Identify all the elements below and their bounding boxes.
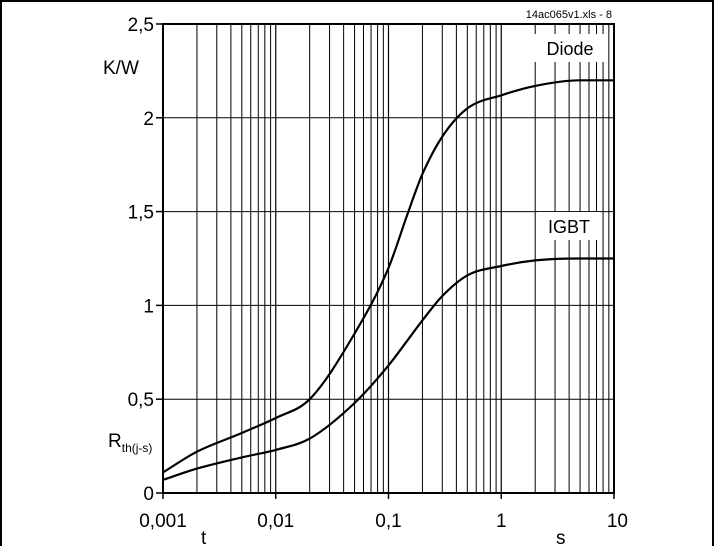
x-tick-label: 1 [496,511,507,532]
grid [162,23,615,494]
series-label-diode: Diode [546,39,593,59]
y-tick-label: 0,5 [128,390,154,411]
series-line-igbt [162,257,614,481]
series-label-background [534,34,606,62]
x-axis-unit: s [556,528,566,546]
x-tick-label: 0,1 [375,511,401,532]
x-tick-label: 10 [607,511,628,532]
y-axis-symbol-subscript: th(j-s) [122,441,153,455]
file-tag: 14ac065v1.xls - 8 [526,9,612,21]
series-lines [162,79,614,481]
y-tick-label: 2 [143,109,154,130]
x-tick-label: 0,001 [139,511,187,532]
axis-labels: 0 0,5 1 1,5 2 2,5 0,001 0,01 0,1 1 10 K/W Rth(j-s) t s… [103,6,628,546]
y-tick-label: 0 [143,484,154,505]
y-axis-symbol: Rth(j-s) [108,431,152,455]
y-tick-label: 2,5 [128,15,154,36]
y-axis-symbol-main: R [108,431,122,452]
x-axis-symbol: t [201,528,207,546]
y-tick-label: 1,5 [128,203,154,224]
series-label-igbt: IGBT [548,217,590,237]
y-axis-unit: K/W [103,58,139,79]
axes [156,23,615,499]
series-label-background [538,212,600,240]
x-tick-label: 0,01 [257,511,294,532]
y-tick-label: 1 [143,296,154,317]
file-tag-background [484,6,612,21]
series-line-diode [162,79,614,474]
